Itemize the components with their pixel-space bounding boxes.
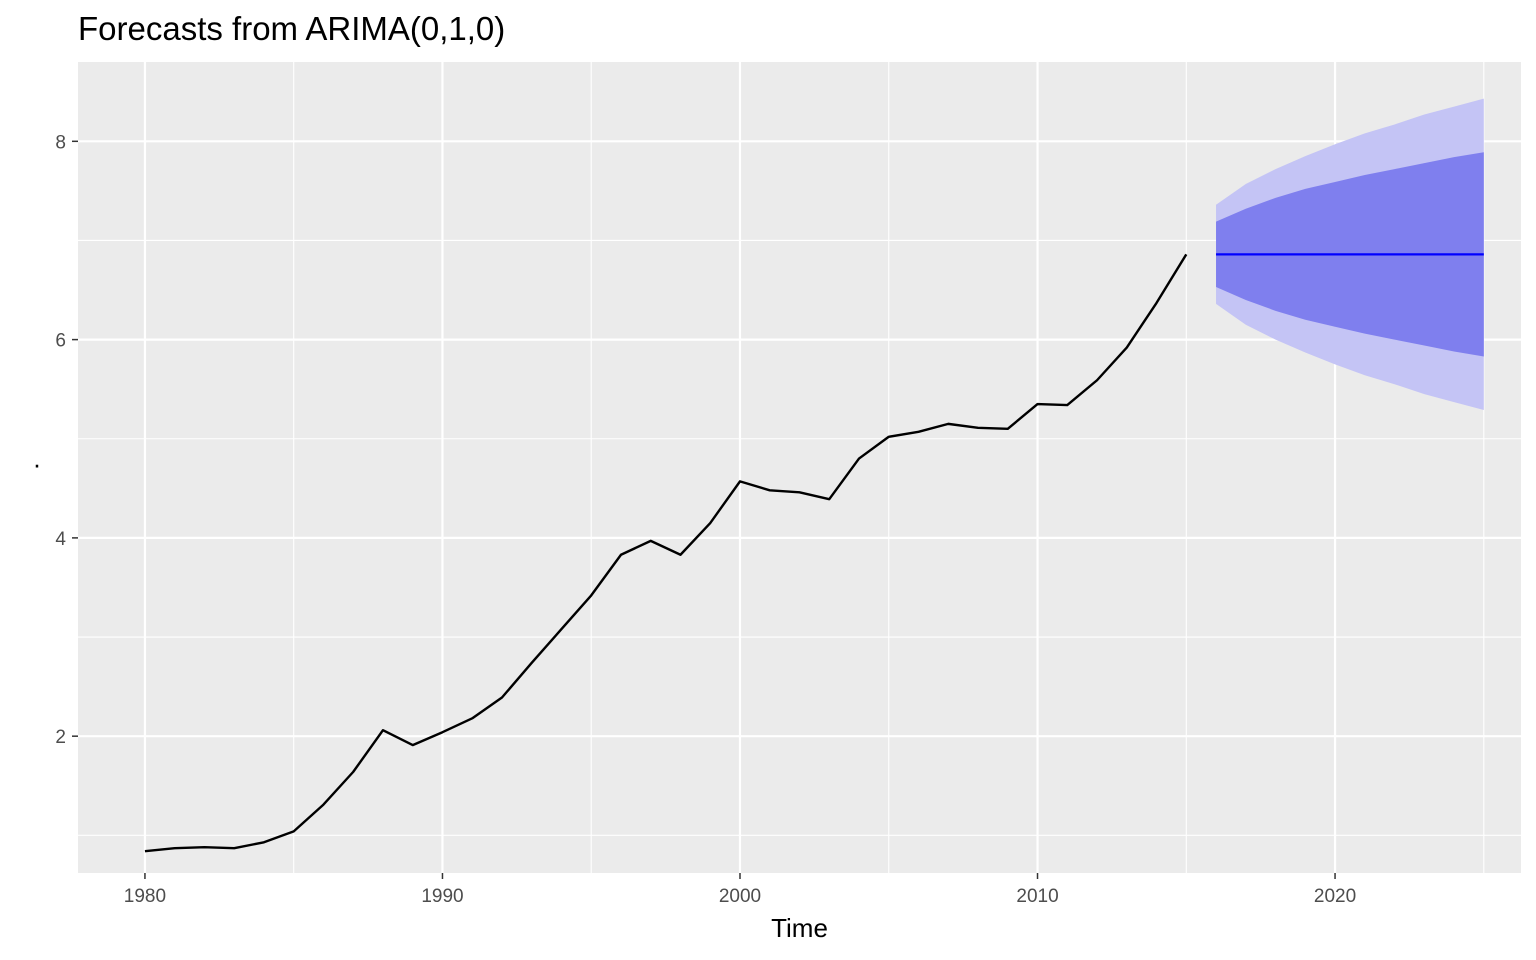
chart-title: Forecasts from ARIMA(0,1,0) (78, 10, 506, 47)
x-tick-label: 2020 (1314, 886, 1356, 907)
y-axis-title: . (33, 444, 40, 474)
x-tick-label: 2010 (1016, 886, 1058, 907)
x-tick-label: 1980 (124, 886, 166, 907)
y-tick-label: 6 (55, 331, 66, 352)
x-axis: 1980 1990 2000 2010 2020 (124, 873, 1356, 907)
x-axis-title: Time (771, 913, 828, 943)
y-axis: 2 4 6 8 (55, 132, 78, 748)
y-tick-label: 4 (55, 529, 66, 550)
y-tick-label: 8 (55, 132, 66, 153)
x-tick-label: 2000 (719, 886, 761, 907)
series-lines (144, 253, 1484, 853)
y-tick-label: 2 (55, 727, 66, 748)
x-tick-label: 1990 (421, 886, 463, 907)
history-line (144, 253, 1188, 853)
